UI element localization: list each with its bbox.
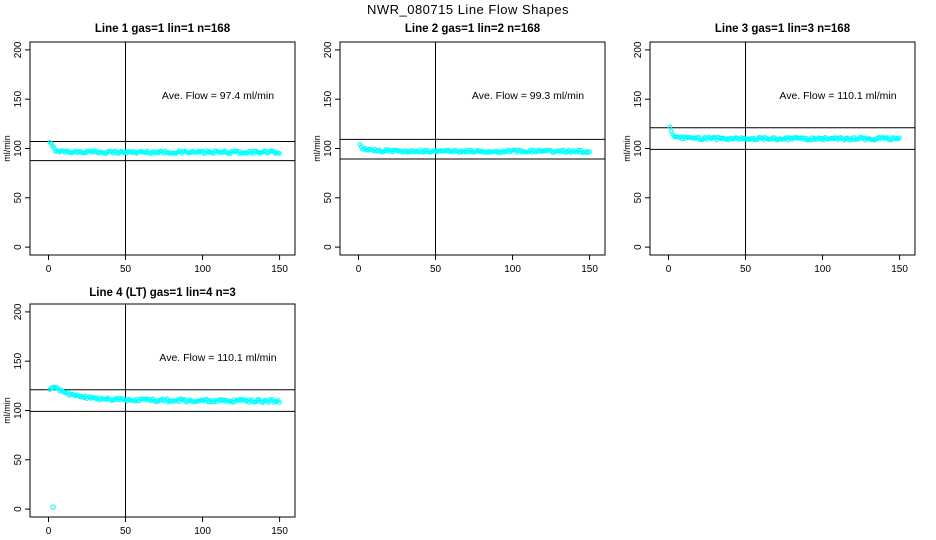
y-tick-label: 200 [13,41,24,58]
data-series [357,142,592,156]
plot-border [29,303,296,518]
y-tick-label: 0 [633,244,644,250]
subplot-3-title: Line 3 gas=1 lin=3 n=168 [714,23,851,35]
data-point [277,400,282,405]
data-series [47,384,282,510]
plot-border [649,41,916,256]
x-tick-label: 100 [814,264,831,275]
y-tick-label: 50 [323,192,334,204]
x-tick-label: 0 [46,264,52,275]
y-tick-label: 150 [633,90,644,107]
y-tick-label: 100 [633,140,644,157]
outlier-point [50,504,56,510]
y-tick-label: 200 [13,303,24,320]
subplot-1-ave-flow-annotation: Ave. Flow = 97.4 ml/min [161,90,275,102]
plot-border [29,41,296,256]
panel-1-plot: 0 50 100 150 0 50 100 150 200 ml/min [2,41,296,275]
data-series [667,124,902,143]
y-tick-label: 200 [633,41,644,58]
figure-title: NWR_080715 Line Flow Shapes [366,2,570,17]
x-tick-label: 100 [194,526,211,537]
panel-2-plot: 0 50 100 150 0 50 100 150 200 ml/min [312,41,606,275]
subplot-1-title: Line 1 gas=1 lin=1 n=168 [94,23,231,35]
x-tick-label: 150 [271,526,288,537]
y-tick-label: 200 [323,41,334,58]
y-axis-label: ml/min [622,135,632,162]
y-axis-label: ml/min [312,135,322,162]
subplot-4-title: Line 4 (LT) gas=1 lin=4 n=3 [89,287,236,299]
y-tick-label: 50 [633,192,644,204]
y-tick-label: 100 [323,140,334,157]
y-tick-label: 100 [13,140,24,157]
data-point [277,151,282,156]
x-tick-label: 150 [891,264,908,275]
y-tick-label: 150 [13,352,24,369]
y-tick-label: 50 [13,192,24,204]
data-point [897,135,902,141]
x-tick-label: 50 [120,526,132,537]
x-tick-label: 50 [120,264,132,275]
y-axis-label: ml/min [2,397,12,424]
x-tick-label: 100 [504,264,521,275]
x-tick-label: 150 [581,264,598,275]
y-tick-label: 150 [13,90,24,107]
x-tick-label: 100 [194,264,211,275]
data-series [47,139,282,156]
subplot-4-ave-flow-annotation: Ave. Flow = 110.1 ml/min [159,352,277,364]
plot-border [339,41,606,256]
subplot-2-ave-flow-annotation: Ave. Flow = 99.3 ml/min [471,90,585,102]
subplot-2-title: Line 2 gas=1 lin=2 n=168 [404,23,541,35]
x-tick-label: 0 [666,264,672,275]
x-tick-label: 50 [740,264,752,275]
x-tick-label: 0 [46,526,52,537]
y-axis-label: ml/min [2,135,12,162]
subplot-3-ave-flow-annotation: Ave. Flow = 110.1 ml/min [779,90,897,102]
data-point [667,124,673,130]
y-tick-label: 150 [323,90,334,107]
x-tick-label: 150 [271,264,288,275]
y-tick-label: 0 [13,244,24,250]
x-tick-label: 0 [356,264,362,275]
y-tick-label: 0 [323,244,334,250]
data-point [587,149,592,155]
y-tick-label: 0 [13,506,24,512]
y-tick-label: 50 [13,454,24,466]
panel-4-plot: 0 50 100 150 0 50 100 150 200 ml/min [2,303,296,537]
x-tick-label: 50 [430,264,442,275]
y-tick-label: 100 [13,402,24,419]
panel-3-plot: 0 50 100 150 0 50 100 150 200 ml/min [622,41,916,275]
